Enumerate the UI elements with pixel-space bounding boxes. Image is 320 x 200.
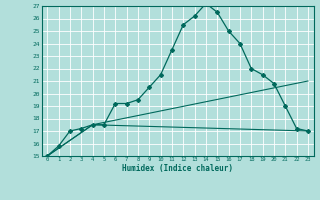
X-axis label: Humidex (Indice chaleur): Humidex (Indice chaleur) (122, 164, 233, 173)
